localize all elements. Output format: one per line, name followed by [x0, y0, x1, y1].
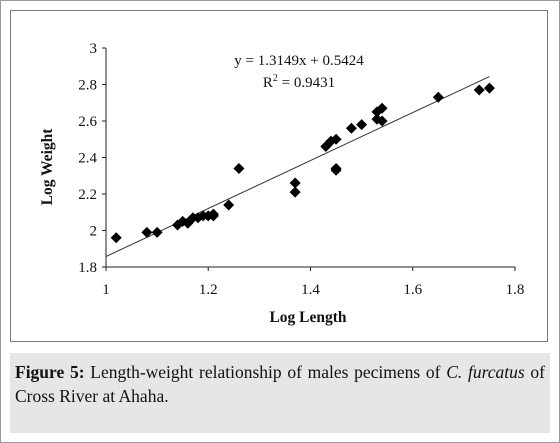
trendline-group	[105, 76, 490, 257]
trendline	[105, 76, 490, 257]
scatter-chart: 1.8 2 2.2 2.4 2.6 2.8 3 1 1.2 1.4 1.6 1.8 Log Lengt…	[39, 41, 524, 326]
data-point	[330, 133, 342, 145]
y-axis-title: Log Weight	[39, 128, 56, 206]
caption-label: Figure 5:	[15, 362, 85, 382]
r-squared-superscript: 2	[273, 73, 278, 84]
x-tick-label: 1.6	[403, 282, 422, 298]
data-point	[483, 82, 495, 94]
data-point	[330, 162, 342, 174]
r-squared-label: R2 = 0.9431	[263, 73, 335, 91]
data-point	[233, 162, 245, 174]
data-point	[356, 119, 368, 131]
data-point	[151, 226, 163, 238]
y-tick-label: 2	[90, 224, 98, 240]
y-tick-label: 2.6	[78, 114, 97, 130]
caption-species: C. furcatus	[446, 362, 525, 382]
x-tick-label: 1.4	[301, 282, 320, 298]
y-tick-label: 2.4	[78, 151, 97, 167]
data-point	[376, 102, 388, 114]
data-point	[223, 199, 235, 211]
data-point	[376, 115, 388, 127]
y-tick-label: 3	[90, 41, 98, 57]
y-tick-label: 2.2	[78, 187, 97, 203]
r-squared-value: = 0.9431	[278, 75, 335, 91]
trendline-equation: y = 1.3149x + 0.5424	[234, 53, 364, 69]
data-point	[345, 122, 357, 134]
y-tick-label: 2.8	[78, 78, 97, 94]
data-point	[141, 226, 153, 238]
y-tick-label: 1.8	[78, 260, 97, 276]
x-axis-title: Log Length	[269, 309, 346, 326]
caption-text: Length-weight relationship of males peci…	[84, 362, 447, 382]
figure-caption: Figure 5: Length-weight relationship of …	[15, 360, 545, 408]
caption-text-end: of Cross River at Ahaha.	[15, 362, 546, 406]
r-squared-symbol: R	[263, 75, 273, 91]
x-tick-label: 1.2	[199, 282, 218, 298]
caption-box: Figure 5: Length-weight relationship of …	[10, 353, 550, 433]
axes	[102, 47, 516, 271]
tick-labels: 1.8 2 2.2 2.4 2.6 2.8 3 1 1.2 1.4 1.6 1.8	[78, 41, 524, 298]
data-point	[207, 208, 219, 220]
data-point	[289, 177, 301, 189]
chart-area: 1.8 2 2.2 2.4 2.6 2.8 3 1 1.2 1.4 1.6 1.8 Log Lengt…	[10, 10, 548, 342]
data-point	[432, 91, 444, 103]
data-point	[289, 186, 301, 198]
data-points	[110, 82, 495, 244]
data-point	[473, 84, 485, 96]
x-tick-label: 1	[102, 282, 110, 298]
data-point	[110, 232, 122, 244]
x-tick-label: 1.8	[506, 282, 525, 298]
